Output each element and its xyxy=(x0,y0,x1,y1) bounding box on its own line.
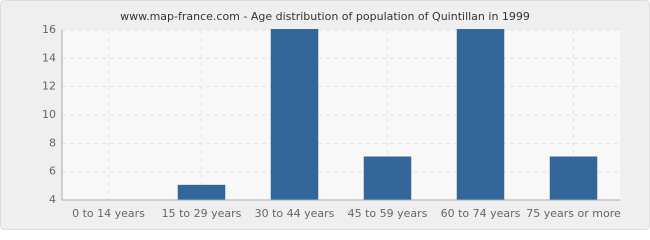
y-tick-label: 8 xyxy=(49,136,56,149)
y-tick-label: 4 xyxy=(49,193,56,206)
x-tick-label: 60 to 74 years xyxy=(441,207,521,220)
y-tick-label: 16 xyxy=(42,23,56,36)
y-tick-label: 10 xyxy=(42,108,56,121)
y-tick-label: 12 xyxy=(42,80,56,93)
y-tick-label: 14 xyxy=(42,51,56,64)
chart-title: www.map-france.com - Age distribution of… xyxy=(120,10,530,23)
bar xyxy=(363,156,412,200)
y-tick-label: 6 xyxy=(49,165,56,178)
x-tick-label: 30 to 44 years xyxy=(255,207,335,220)
bar xyxy=(456,29,505,200)
x-tick-label: 45 to 59 years xyxy=(348,207,428,220)
bar xyxy=(549,156,598,200)
bar xyxy=(177,184,226,200)
x-tick-label: 75 years or more xyxy=(526,207,621,220)
x-tick-label: 15 to 29 years xyxy=(162,207,242,220)
x-tick-label: 0 to 14 years xyxy=(72,207,145,220)
chart: www.map-france.com - Age distribution of… xyxy=(0,0,650,230)
bar xyxy=(270,29,319,200)
